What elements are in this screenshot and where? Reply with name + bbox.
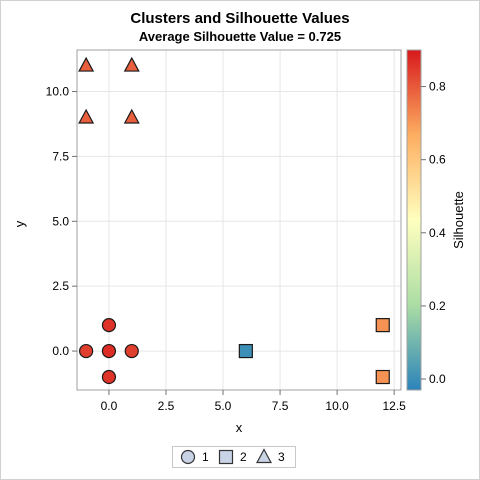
legend-marker-circle	[180, 449, 196, 465]
x-axis-label: x	[236, 420, 243, 435]
cluster-1-point	[101, 369, 117, 385]
cluster-3-point	[123, 108, 140, 124]
chart-title: Clusters and Silhouette Values	[130, 10, 350, 27]
x-tick-label: 7.5	[272, 399, 289, 413]
cluster-3-point	[123, 56, 140, 72]
colorbar-tick-label: 0.6	[429, 153, 446, 167]
cluster-2-point	[375, 369, 390, 385]
plot-area	[76, 49, 402, 391]
legend-label: 2	[240, 450, 247, 464]
cluster-2-point	[238, 343, 253, 359]
legend-box	[172, 446, 296, 468]
colorbar-label: Silhouette	[451, 191, 466, 249]
x-tick-label: 10.0	[325, 399, 349, 413]
chart-subtitle: Average Silhouette Value = 0.725	[138, 29, 342, 44]
y-tick-label: 10.0	[46, 85, 70, 99]
colorbar-tick-label: 0.2	[429, 299, 446, 313]
legend-marker-square	[218, 449, 234, 465]
cluster-1-point	[101, 318, 117, 333]
y-tick-label: 5.0	[52, 214, 69, 228]
colorbar-tick-label: 0.8	[429, 80, 446, 94]
legend-label: 3	[278, 450, 285, 464]
cluster-1-point	[79, 343, 94, 359]
legend-label: 1	[202, 450, 209, 464]
colorbar-tick-label: 0.0	[429, 372, 446, 386]
y-tick-label: 7.5	[52, 149, 69, 163]
x-tick-label: 2.5	[158, 399, 175, 413]
x-tick-label: 5.0	[215, 399, 232, 413]
cluster-1-point	[101, 343, 117, 359]
x-tick-label: 0.0	[101, 399, 118, 413]
colorbar	[406, 49, 422, 391]
x-tick-label: 12.5	[382, 399, 406, 413]
y-axis-label: y	[12, 220, 27, 227]
cluster-2-point	[375, 318, 390, 333]
y-tick-label: 2.5	[52, 279, 69, 293]
cluster-1-point	[124, 343, 139, 359]
legend-marker-triangle	[255, 448, 273, 464]
y-tick-label: 0.0	[52, 344, 69, 358]
colorbar-tick-label: 0.4	[429, 226, 446, 240]
cluster-3-point	[78, 56, 95, 72]
cluster-3-point	[78, 108, 95, 124]
